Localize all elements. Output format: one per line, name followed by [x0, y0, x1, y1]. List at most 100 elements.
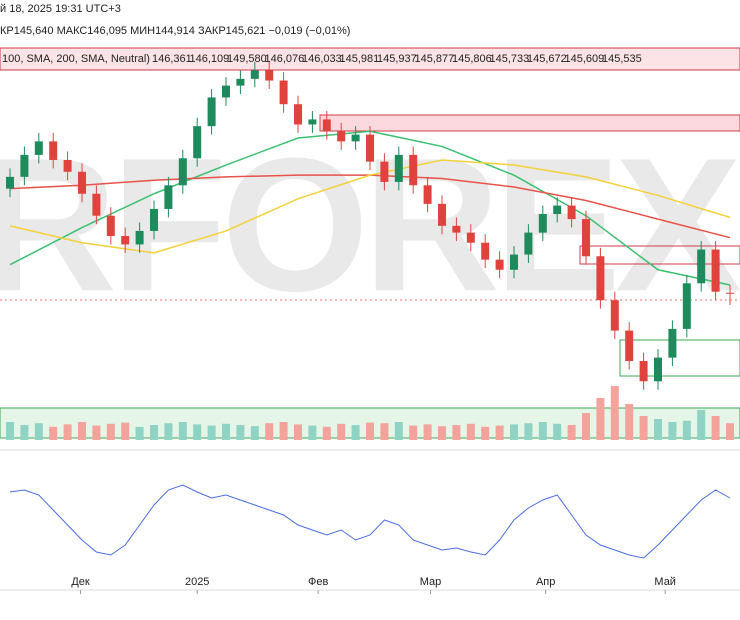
volume-bar — [582, 413, 590, 440]
candle-body — [279, 80, 288, 105]
indicator-value: 146,076 — [265, 53, 305, 65]
candle-body — [178, 158, 187, 186]
candle-body — [78, 171, 86, 194]
candle-body — [322, 119, 331, 132]
volume-bar — [524, 423, 533, 440]
candle-body — [726, 292, 734, 294]
x-tick-label: Фев — [308, 576, 328, 588]
volume-bar — [49, 426, 58, 440]
header-ohlc: КР145,640 МАКС146,095 МИН144,914 ЗАКР145… — [0, 25, 350, 37]
indicator-value: 145,877 — [415, 53, 455, 65]
volume-bar — [654, 419, 662, 440]
volume-bar — [337, 423, 346, 440]
volume-bar — [20, 425, 29, 440]
candle-body — [438, 203, 446, 226]
volume-bar — [150, 425, 158, 440]
volume-bar — [222, 423, 230, 440]
indicator-label: 100, SMA, 200, SMA, Neutral) — [2, 53, 150, 65]
resistance-zone — [579, 245, 740, 265]
volume-bar — [510, 424, 518, 440]
candle-body — [610, 300, 619, 331]
candle-body — [466, 232, 475, 243]
candle-body — [106, 215, 115, 236]
volume-bar — [351, 425, 360, 440]
candle-body — [538, 214, 547, 233]
candle-body — [150, 208, 158, 231]
x-tick-label: Дек — [71, 576, 90, 588]
volume-bar — [236, 425, 245, 440]
candle-body — [682, 283, 691, 329]
oscillator-line — [9, 484, 731, 559]
indicator-value: 145,733 — [490, 53, 530, 65]
volume-bar — [553, 423, 562, 440]
volume-bar — [567, 425, 576, 440]
candle-body — [582, 219, 590, 257]
candle-body — [394, 154, 403, 182]
candle-body — [135, 230, 144, 245]
x-tick-label: Май — [654, 576, 676, 588]
volume-bar — [697, 410, 706, 440]
volume-bar — [279, 422, 288, 440]
candle-body — [380, 161, 389, 182]
x-tick-label: Апр — [536, 576, 555, 588]
volume-bar — [164, 423, 173, 440]
candle-body — [423, 185, 432, 204]
indicator-values: 146,361146,109149,580146,076146,033145,9… — [152, 53, 642, 65]
candle-body — [510, 254, 518, 270]
candle-body — [20, 154, 29, 177]
volume-bar — [423, 424, 432, 440]
candle-body — [121, 235, 130, 245]
volume-bar — [380, 423, 389, 440]
x-tick-label: 2025 — [185, 576, 209, 588]
candle-body — [92, 193, 101, 216]
candle-body — [49, 141, 58, 160]
candle-body — [366, 134, 374, 162]
volume-bar — [452, 425, 461, 440]
candle-body — [452, 225, 461, 233]
volume-bar — [207, 425, 216, 440]
volume-bar — [726, 423, 734, 440]
indicator-value: 146,033 — [302, 53, 342, 65]
volume-bar — [121, 422, 130, 440]
volume-bar — [366, 422, 374, 440]
candle-body — [265, 70, 274, 81]
candle-body — [567, 205, 576, 220]
candle-body — [337, 131, 346, 142]
volume-bar — [6, 422, 14, 440]
volume-bar — [466, 423, 475, 440]
volume-bar — [596, 398, 605, 440]
volume-bar — [682, 420, 691, 440]
volume-bar — [610, 386, 619, 440]
indicator-value: 145,609 — [565, 53, 605, 65]
candle-body — [711, 249, 720, 292]
candle-body — [668, 328, 677, 358]
candle-body — [164, 185, 173, 209]
volume-bar — [481, 426, 490, 440]
support-zone — [619, 339, 740, 377]
volume-bar — [78, 422, 86, 440]
candle-body — [351, 134, 360, 142]
volume-bar — [106, 423, 115, 440]
volume-bar — [538, 422, 547, 440]
candle-body — [294, 104, 302, 125]
candle-body — [524, 232, 533, 255]
candle-body — [409, 154, 418, 186]
header-date: й 18, 2025 19:31 UTC+3 — [0, 3, 121, 15]
indicator-value: 145,981 — [340, 53, 380, 65]
candle-body — [222, 85, 230, 98]
volume-bar — [711, 416, 720, 440]
indicator-value: 146,361 — [152, 53, 192, 65]
volume-bar — [92, 425, 101, 440]
resistance-zone — [319, 114, 740, 132]
volume-bar — [193, 424, 202, 440]
volume-bar — [409, 425, 418, 440]
moving-average — [9, 159, 731, 254]
volume-bar — [178, 422, 187, 440]
indicator-value: 145,937 — [377, 53, 417, 65]
volume-bar — [322, 426, 331, 440]
volume-bar — [668, 422, 677, 440]
indicator-value: 146,109 — [190, 53, 230, 65]
volume-bar — [438, 426, 446, 440]
candle-body — [250, 70, 259, 79]
candle-body — [6, 176, 14, 189]
